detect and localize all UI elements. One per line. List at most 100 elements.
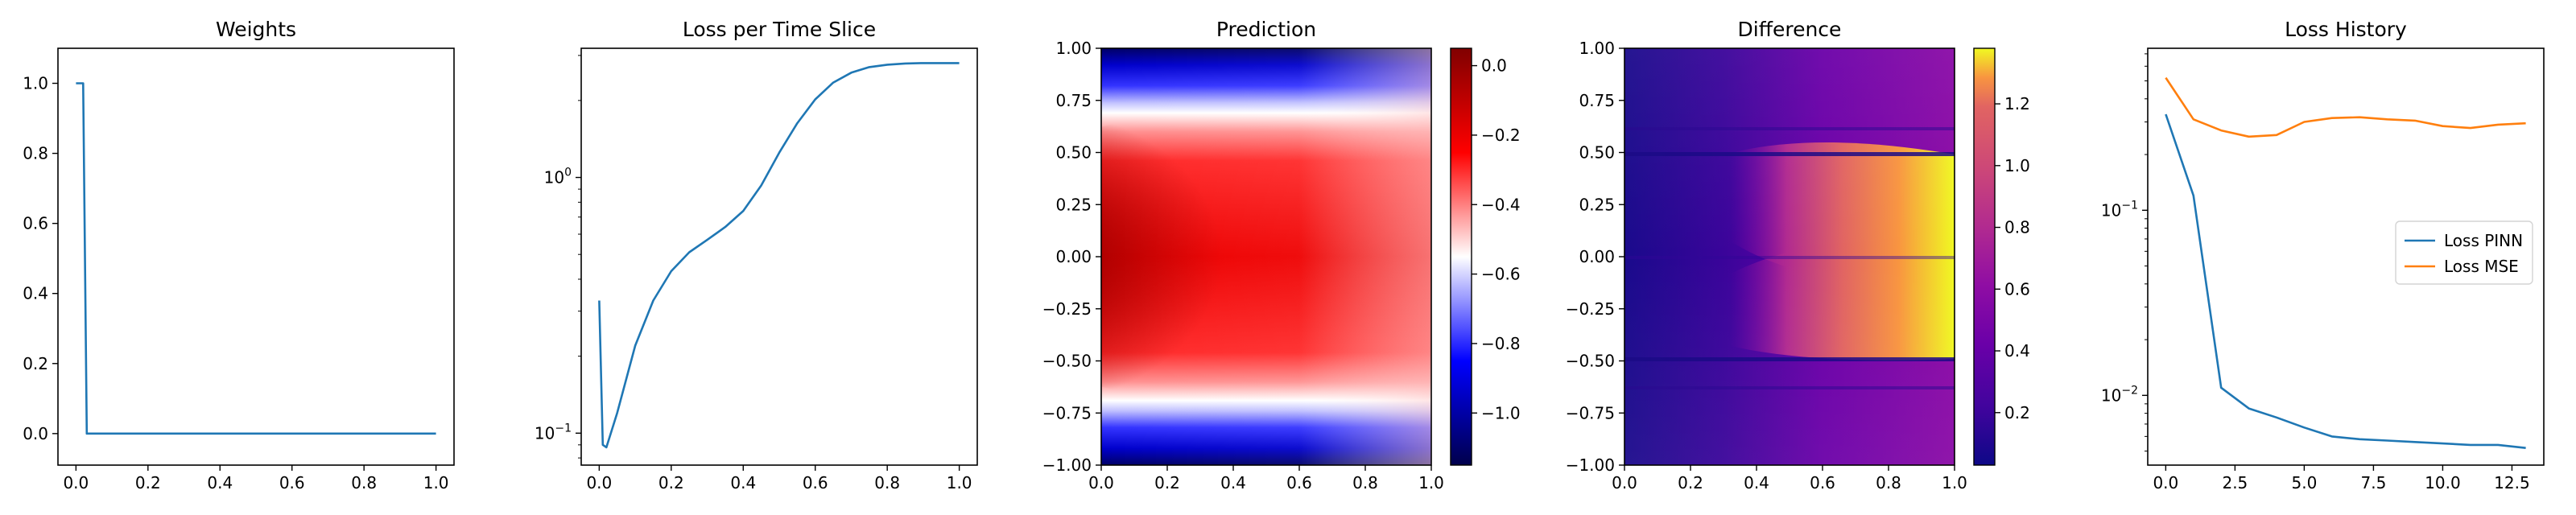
- y-tick-label: 0.00: [1579, 247, 1615, 266]
- x-tick-label: 10.0: [2425, 473, 2461, 492]
- x-tick-label: 1.0: [423, 473, 449, 492]
- y-tick-label: 0.50: [1055, 143, 1092, 163]
- x-tick-label: 0.6: [279, 473, 305, 492]
- x-axis: 0.0 0.2 0.4 0.6 0.8 1.0: [63, 465, 449, 492]
- panel-prediction: Prediction 0.0 0.2 0.4 0.6 0.8 1.0 −1.00 −0.75…: [1042, 18, 1444, 492]
- x-tick-label: 7.5: [2360, 473, 2386, 492]
- colorbar-tick-label: −0.8: [1481, 334, 1521, 353]
- colorbar-ticks: −1.0 −0.8 −0.6 −0.4 −0.2 0.0: [1472, 56, 1521, 422]
- y-tick-label: 0.8: [23, 144, 48, 163]
- colorbar-tick-label: 1.2: [2004, 94, 2030, 113]
- y-tick-label: 0.4: [23, 284, 48, 303]
- x-tick-label: 0.0: [1088, 473, 1114, 492]
- y-axis: 10−2 10−1: [2101, 53, 2148, 452]
- colorbar-tick-label: 0.6: [2004, 279, 2030, 299]
- series-layer: [598, 62, 960, 449]
- y-tick-label: 1.0: [23, 74, 48, 93]
- series-line-0: [598, 62, 960, 449]
- y-tick-label: 0.0: [23, 424, 48, 443]
- legend-label-loss-mse: Loss MSE: [2444, 257, 2519, 276]
- colorbar-tick-label: −1.0: [1481, 403, 1521, 422]
- y-tick-label: 1.00: [1055, 39, 1092, 58]
- x-tick-label: 0.0: [1612, 473, 1637, 492]
- x-tick-label: 0.0: [586, 473, 612, 492]
- x-tick-label: 0.8: [874, 473, 900, 492]
- x-tick-label: 0.0: [63, 473, 89, 492]
- heatmap-image: [1101, 48, 1431, 465]
- y-tick-label: 0.00: [1055, 247, 1092, 266]
- x-tick-label: 1.0: [1942, 473, 1967, 492]
- y-tick-label: 0.75: [1055, 91, 1092, 110]
- colorbar-tick-label: 0.8: [2004, 218, 2030, 237]
- x-tick-label: 0.4: [207, 473, 233, 492]
- y-tick-label: −1.00: [1042, 455, 1092, 475]
- colorbar-tick-label: 0.2: [2004, 403, 2030, 422]
- x-tick-label: 5.0: [2291, 473, 2317, 492]
- x-tick-label: 0.2: [135, 473, 161, 492]
- colorbar-tick-label: −0.2: [1481, 126, 1521, 145]
- colorbar-tick-label: −0.4: [1481, 195, 1521, 214]
- x-tick-label: 0.6: [1810, 473, 1835, 492]
- x-tick-label: 1.0: [1418, 473, 1444, 492]
- x-tick-label: 0.8: [351, 473, 377, 492]
- x-tick-label: 0.4: [730, 473, 756, 492]
- x-axis: 0.0 0.2 0.4 0.6 0.8 1.0: [1088, 465, 1444, 492]
- y-tick-label: −0.50: [1042, 352, 1092, 371]
- series-line-0: [2165, 113, 2526, 449]
- legend-label-loss-pinn: Loss PINN: [2444, 231, 2523, 250]
- series-layer: [2165, 76, 2526, 449]
- y-tick-label: 1.00: [1579, 39, 1615, 58]
- x-tick-label: 0.2: [1154, 473, 1180, 492]
- x-axis: 0.0 0.2 0.4 0.6 0.8 1.0: [586, 465, 972, 492]
- y-tick-label: 0.75: [1579, 91, 1615, 110]
- panel-weights: Weights 0.0 0.2 0.4 0.6 0.8 1.0 0.0 0.2 0.4 0.6 0…: [23, 18, 455, 492]
- y-tick-label: 10−1: [535, 422, 572, 443]
- chart-title: Difference: [1738, 18, 1842, 41]
- series-line-0: [76, 82, 436, 435]
- x-axis: 0.0 2.5 5.0 7.5 10.0 12.5: [2153, 465, 2530, 492]
- y-axis: 10−1 100: [535, 55, 581, 459]
- y-tick-label: −0.75: [1042, 403, 1092, 422]
- y-tick-label: 0.6: [23, 214, 48, 233]
- colorbar-prediction: −1.0 −0.8 −0.6 −0.4 −0.2 0.0: [1450, 47, 1521, 466]
- x-axis: 0.0 0.2 0.4 0.6 0.8 1.0: [1612, 465, 1967, 492]
- y-tick-label: 0.50: [1579, 143, 1615, 163]
- x-tick-label: 0.2: [1678, 473, 1703, 492]
- y-axis: −1.00 −0.75 −0.50 −0.25 0.00 0.25 0.50 0.75 1.00: [1566, 39, 1624, 475]
- y-tick-label: 0.25: [1055, 195, 1092, 214]
- panel-difference: Difference 0.0 0.2 0.4 0.6 0.8 1.0 −1.00 −0.75…: [1566, 18, 1967, 492]
- y-tick-label: 10−2: [2101, 384, 2138, 405]
- x-tick-label: 0.4: [1744, 473, 1769, 492]
- chart-title: Loss History: [2285, 18, 2407, 41]
- x-tick-label: 0.6: [1286, 473, 1312, 492]
- series-layer: [76, 82, 436, 435]
- y-tick-label: 0.25: [1579, 195, 1615, 214]
- y-tick-label: −0.25: [1566, 299, 1615, 319]
- colorbar-ticks: 0.2 0.4 0.6 0.8 1.0 1.2: [1995, 94, 2030, 422]
- x-tick-label: 0.8: [1352, 473, 1378, 492]
- x-tick-label: 1.0: [947, 473, 972, 492]
- colorbar-tick-label: −0.6: [1481, 265, 1521, 284]
- y-axis: −1.00 −0.75 −0.50 −0.25 0.00 0.25 0.50 0.75 1.00: [1042, 39, 1101, 475]
- heatmap-image: [1624, 48, 1955, 465]
- colorbar-tick-label: 1.0: [2004, 156, 2030, 175]
- y-tick-label: 100: [544, 167, 572, 187]
- y-tick-label: −1.00: [1566, 455, 1615, 475]
- chart-title: Loss per Time Slice: [683, 18, 876, 41]
- colorbar-tick-label: 0.0: [1481, 56, 1507, 76]
- chart-title: Prediction: [1216, 18, 1316, 41]
- x-tick-label: 0.8: [1876, 473, 1901, 492]
- colorbar-difference: 0.2 0.4 0.6 0.8 1.0 1.2: [1973, 47, 2030, 466]
- chart-title: Weights: [216, 18, 296, 41]
- colorbar-tick-label: 0.4: [2004, 341, 2030, 360]
- y-tick-label: 10−1: [2101, 199, 2138, 220]
- x-tick-label: 0.0: [2153, 473, 2178, 492]
- y-tick-label: −0.25: [1042, 299, 1092, 319]
- y-tick-label: −0.75: [1566, 403, 1615, 422]
- series-line-1: [2165, 76, 2526, 138]
- x-tick-label: 0.6: [803, 473, 828, 492]
- y-axis: 0.0 0.2 0.4 0.6 0.8 1.0: [23, 74, 58, 443]
- x-tick-label: 0.2: [658, 473, 684, 492]
- panel-loss-history: Loss History 0.0 2.5 5.0 7.5 10.0 12.5 10−210…: [2101, 18, 2545, 492]
